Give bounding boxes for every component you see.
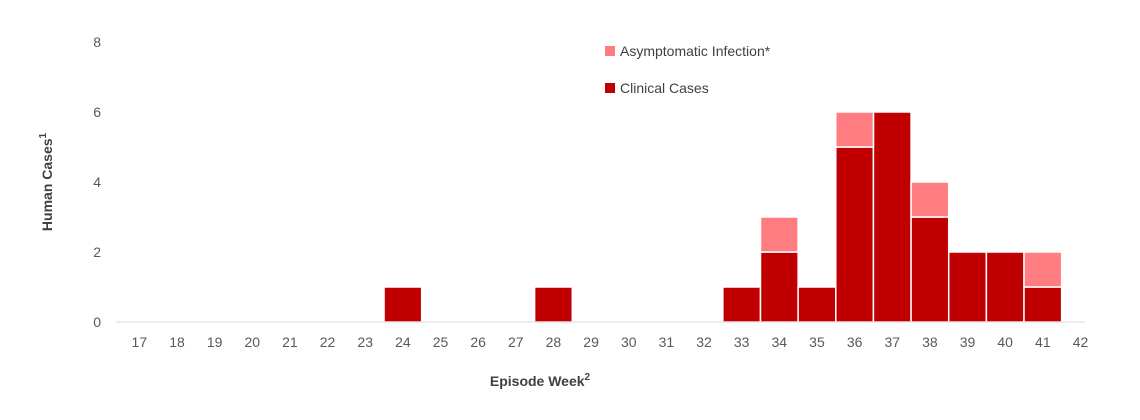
- x-tick-labels: 17 18 19 20 21 22 23 24 25 26 27 28 29 30 31 32 33 34 35 36…: [132, 334, 1089, 350]
- x-tick-label: 37: [884, 334, 900, 350]
- x-tick-label: 30: [621, 334, 637, 350]
- x-tick-label: 32: [696, 334, 712, 350]
- bar-clinical-week-41: [1023, 286, 1063, 323]
- bar-asymptomatic-week-38: [910, 181, 950, 218]
- y-tick-labels: 0 2 4 6 8: [93, 34, 101, 330]
- x-tick-label: 22: [320, 334, 336, 350]
- bar-clinical-week-35: [797, 286, 837, 323]
- x-axis-title-superscript: 2: [585, 372, 591, 383]
- x-tick-label: 18: [169, 334, 185, 350]
- x-tick-label: 41: [1035, 334, 1051, 350]
- x-tick-label: 33: [734, 334, 750, 350]
- x-tick-label: 25: [433, 334, 449, 350]
- x-tick-label: 27: [508, 334, 524, 350]
- y-tick-label: 0: [93, 314, 101, 330]
- bar-asymptomatic-week-36: [835, 111, 875, 148]
- y-tick-label: 2: [93, 244, 101, 260]
- x-axis-title: Episode Week2: [490, 372, 591, 389]
- bar-clinical-week-34: [759, 251, 799, 323]
- x-tick-label: 42: [1073, 334, 1089, 350]
- bar-clinical-week-37: [872, 111, 912, 323]
- x-tick-label: 38: [922, 334, 938, 350]
- bar-asymptomatic-week-41: [1023, 251, 1063, 288]
- bars: [383, 111, 1063, 323]
- x-tick-label: 29: [583, 334, 599, 350]
- legend-label: Asymptomatic Infection*: [620, 43, 771, 59]
- x-tick-label: 34: [772, 334, 788, 350]
- bar-clinical-week-33: [722, 286, 762, 323]
- bar-clinical-week-36: [835, 146, 875, 323]
- legend-swatch: [605, 46, 615, 56]
- x-tick-label: 23: [357, 334, 373, 350]
- y-tick-label: 6: [93, 104, 101, 120]
- legend: Asymptomatic Infection* Clinical Cases: [605, 43, 771, 96]
- x-tick-label: 36: [847, 334, 863, 350]
- x-tick-label: 19: [207, 334, 223, 350]
- x-tick-label: 40: [997, 334, 1013, 350]
- bar-clinical-week-28: [533, 286, 574, 323]
- legend-label: Clinical Cases: [620, 80, 709, 96]
- x-tick-label: 24: [395, 334, 411, 350]
- bar-asymptomatic-week-34: [759, 216, 799, 253]
- x-axis-title-text: Episode Week: [490, 373, 585, 389]
- x-tick-label: 39: [960, 334, 976, 350]
- y-axis-title: Human Cases1: [38, 132, 55, 231]
- x-tick-label: 31: [659, 334, 675, 350]
- y-axis-title-superscript: 1: [38, 132, 49, 138]
- x-tick-label: 28: [546, 334, 562, 350]
- bar-clinical-week-24: [383, 286, 423, 323]
- x-tick-label: 20: [244, 334, 260, 350]
- y-tick-label: 8: [93, 34, 101, 50]
- x-tick-label: 17: [132, 334, 148, 350]
- bar-clinical-week-39: [947, 251, 988, 323]
- bar-clinical-week-40: [985, 251, 1025, 323]
- x-tick-label: 21: [282, 334, 298, 350]
- legend-swatch: [605, 83, 615, 93]
- x-tick-label: 35: [809, 334, 825, 350]
- bar-clinical-week-38: [910, 216, 950, 323]
- y-axis-title-text: Human Cases: [39, 138, 55, 231]
- y-tick-label: 4: [93, 174, 101, 190]
- x-tick-label: 26: [470, 334, 486, 350]
